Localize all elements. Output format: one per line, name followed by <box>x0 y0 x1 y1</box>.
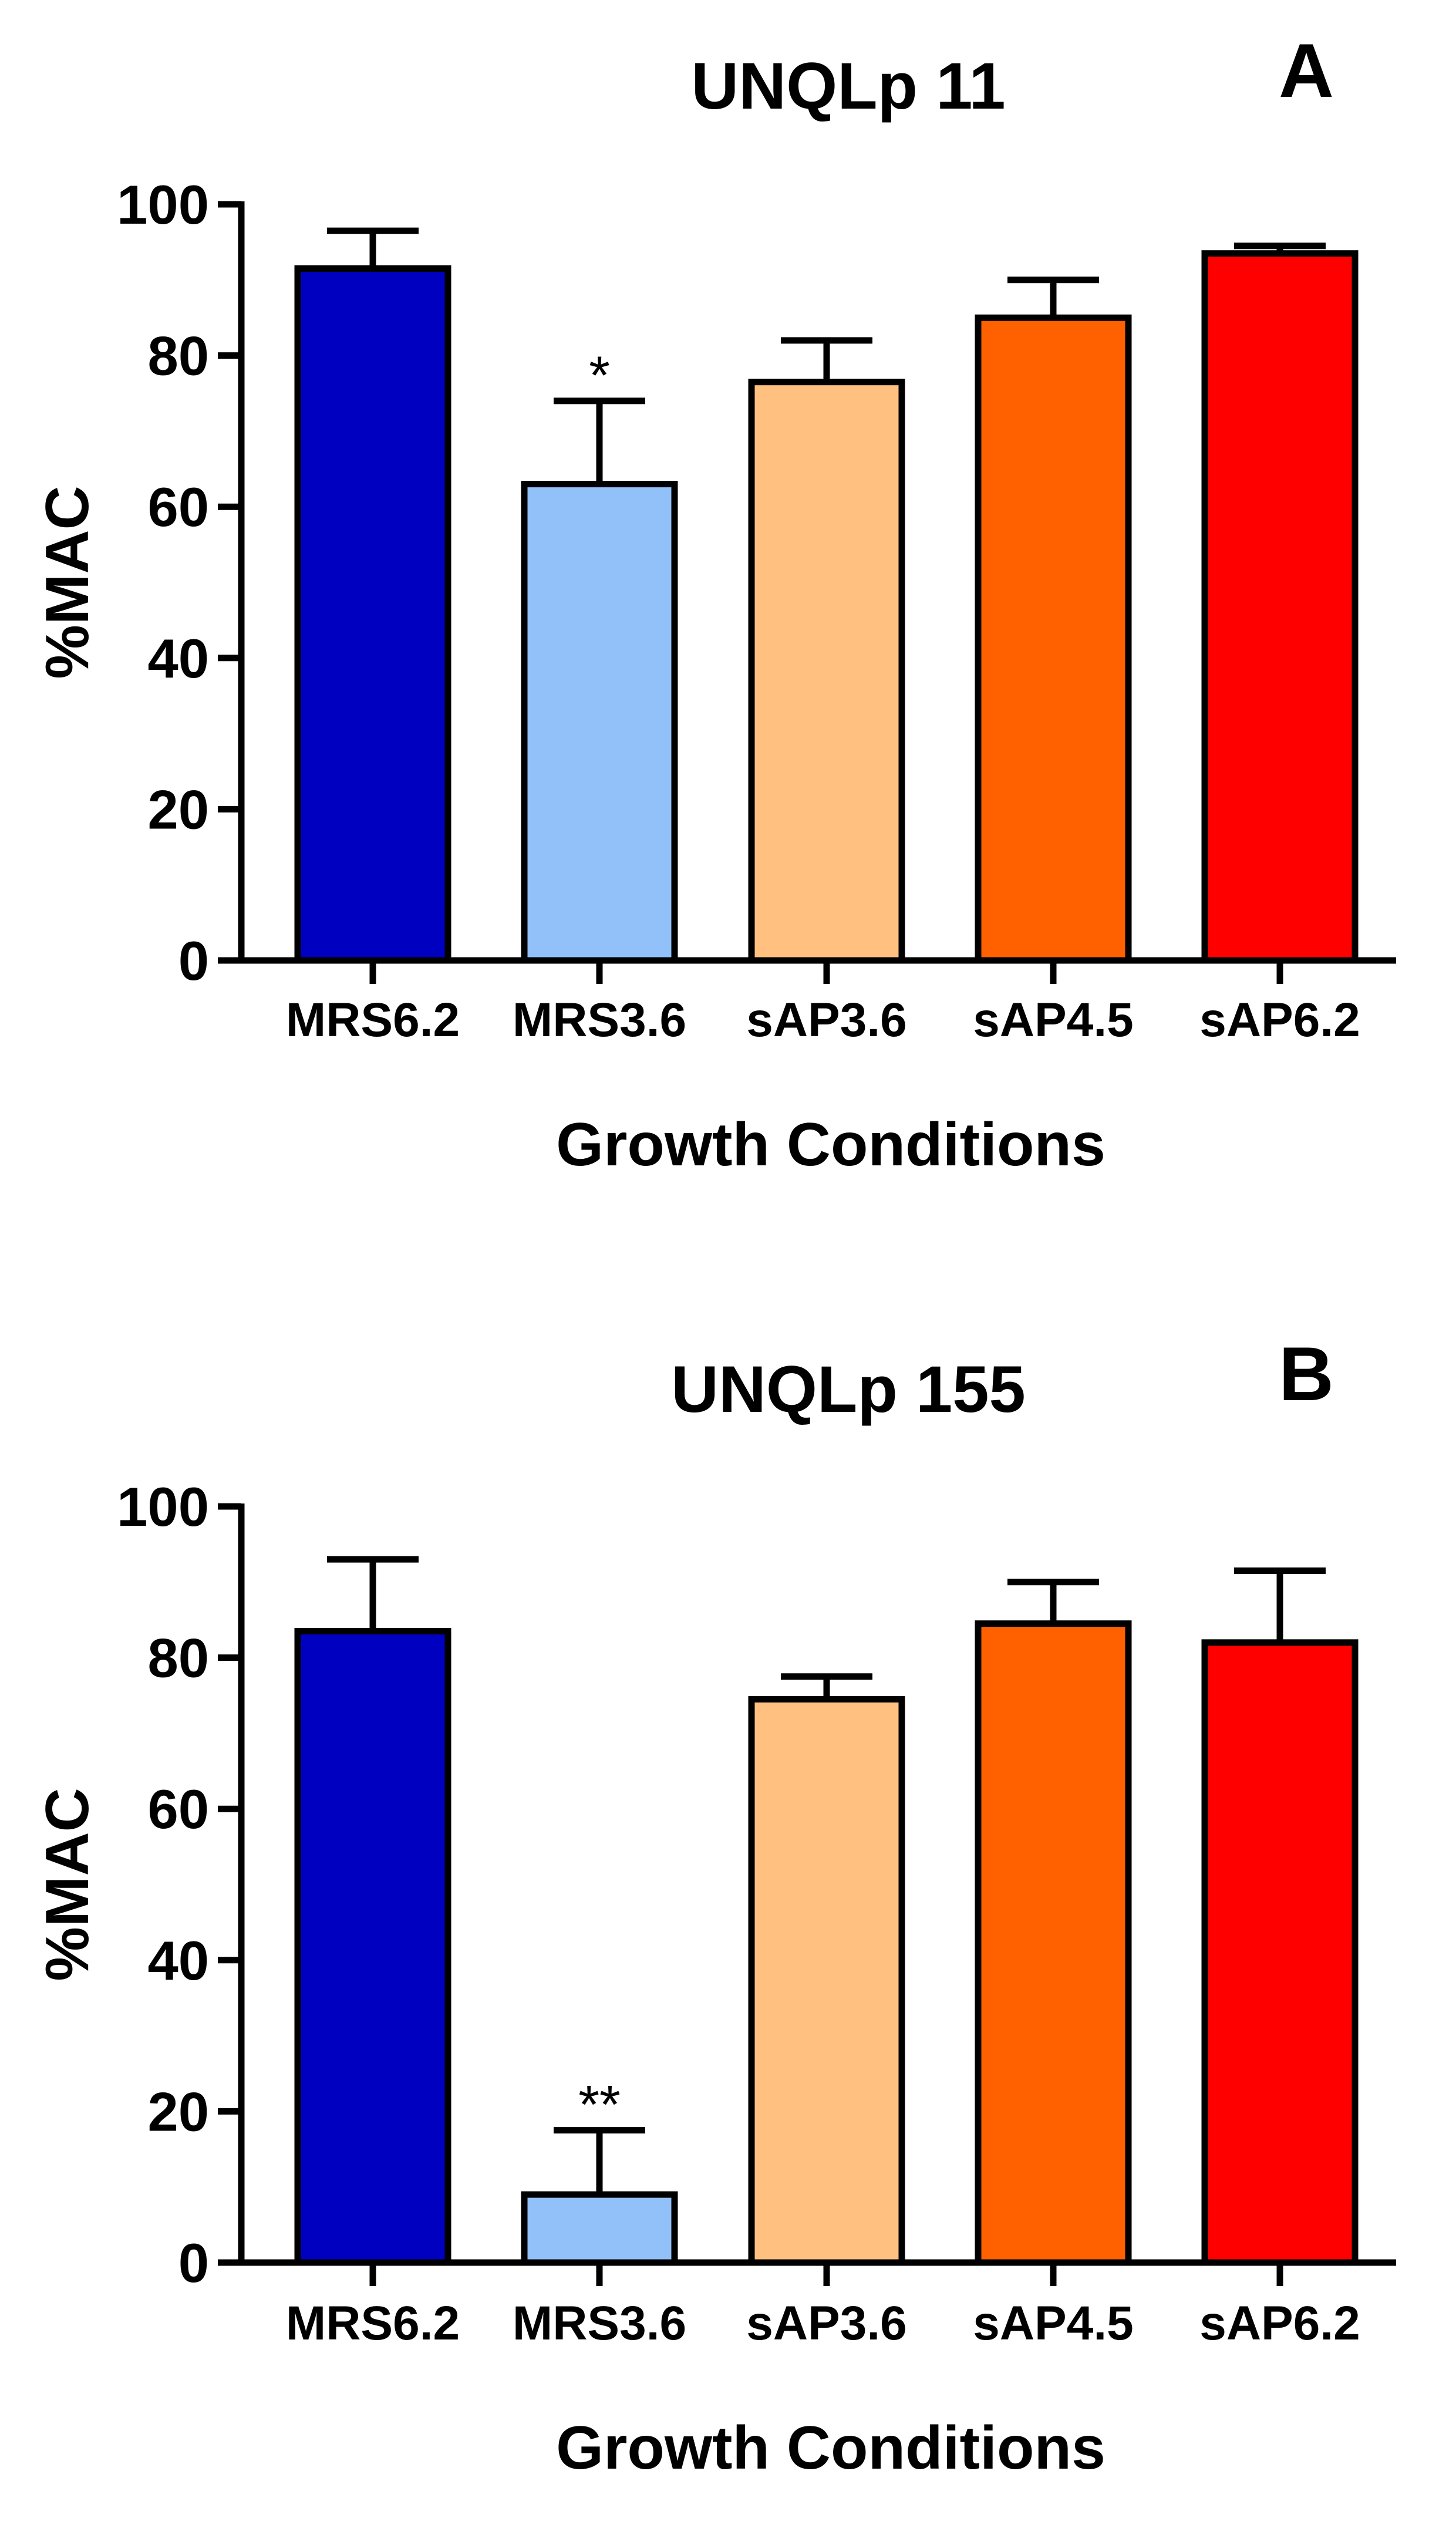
bar-mrs3-6 <box>521 481 678 964</box>
bar-mrs6-2 <box>294 265 451 964</box>
y-tick-label: 40 <box>147 1930 209 1991</box>
x-tick-label: MRS6.2 <box>286 2297 460 2350</box>
significance-marker: ** <box>578 2075 621 2135</box>
chart-panel-b: UNQLp 155 B 0 20 40 60 80 100 %MAC MRS6.2 MRS3.6 **… <box>33 1331 1396 2482</box>
panel-label: B <box>1279 1331 1334 1417</box>
bar-sap6-2 <box>1201 250 1359 964</box>
x-tick-label: MRS3.6 <box>513 993 686 1047</box>
y-tick-label: 0 <box>178 930 209 992</box>
y-axis-label: %MAC <box>33 1788 102 1981</box>
bar-sap4-5 <box>975 1620 1132 2266</box>
bar-sap4-5 <box>975 314 1132 964</box>
x-tick-label: MRS6.2 <box>286 993 460 1047</box>
chart-title: UNQLp 11 <box>691 49 1005 123</box>
chart-panel-a: UNQLp 11 A 0 20 40 60 80 100 %MAC MRS6.2 MRS3.6 * sA… <box>33 28 1396 1179</box>
x-tick-label: sAP4.5 <box>973 2297 1134 2350</box>
bar-sap3-6 <box>748 1695 905 2266</box>
panel-label: A <box>1279 28 1334 113</box>
chart-title: UNQLp 155 <box>671 1353 1026 1426</box>
y-tick-label: 20 <box>147 778 209 840</box>
y-axis-label: %MAC <box>33 486 102 679</box>
y-tick-label: 100 <box>117 174 209 235</box>
significance-marker: * <box>589 346 610 406</box>
bar-sap3-6 <box>748 379 905 964</box>
y-tick-label: 60 <box>147 1778 209 1840</box>
x-tick-label: MRS3.6 <box>513 2297 686 2350</box>
x-tick-label: sAP3.6 <box>746 993 907 1047</box>
x-axis-label: Growth Conditions <box>556 2414 1106 2482</box>
bar-sap6-2 <box>1201 1639 1359 2266</box>
x-tick-label: sAP6.2 <box>1199 2297 1360 2350</box>
x-tick-label: sAP6.2 <box>1199 993 1360 1047</box>
y-tick-label: 0 <box>178 2232 209 2294</box>
x-axis-label: Growth Conditions <box>556 1111 1106 1179</box>
x-tick-label: sAP4.5 <box>973 993 1134 1047</box>
y-tick-label: 100 <box>117 1476 209 1538</box>
y-tick-label: 20 <box>147 2081 209 2142</box>
y-tick-label: 60 <box>147 476 209 538</box>
y-tick-label: 40 <box>147 628 209 689</box>
y-tick-label: 80 <box>147 325 209 387</box>
bar-mrs3-6 <box>521 2191 678 2266</box>
y-tick-label: 80 <box>147 1627 209 1689</box>
x-tick-label: sAP3.6 <box>746 2297 907 2350</box>
bar-mrs6-2 <box>294 1628 451 2266</box>
